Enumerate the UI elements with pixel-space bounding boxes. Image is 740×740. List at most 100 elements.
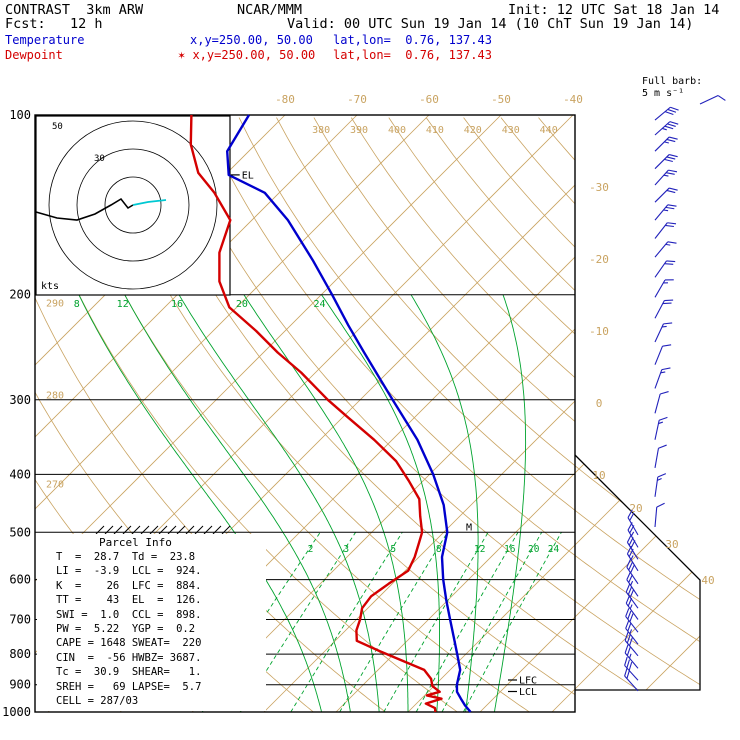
mixing-ratio-line: [441, 532, 543, 712]
barb-full-tick: [660, 391, 669, 395]
barb-half-tick: [665, 243, 671, 246]
barb-full-tick: [667, 204, 677, 207]
barb-half-tick: [628, 653, 632, 659]
mixing-ratio-label: 24: [548, 544, 560, 555]
barb-full-tick: [667, 222, 677, 225]
barb-full-tick: [628, 548, 634, 557]
dry-adiabat-line: [350, 117, 700, 712]
hatch-marks: [95, 525, 231, 535]
pressure-label: 500: [9, 525, 31, 539]
parcel-info-title: Parcel Info: [99, 536, 172, 549]
barb-full-tick: [625, 608, 630, 617]
dry-adiabat-line: [89, 117, 620, 712]
pressure-label: 300: [9, 393, 31, 407]
barb-half-tick: [663, 174, 669, 177]
moist-adiabat-line: [410, 294, 479, 712]
dry-adiabat-left-label: 270: [46, 479, 64, 490]
barb-full-tick: [625, 583, 631, 593]
dewpoint-curve: [189, 114, 443, 713]
wind-barb: [625, 595, 639, 620]
plot-border: [34, 114, 576, 713]
barb-full-tick: [658, 416, 668, 421]
dry-adiabat-line: [35, 117, 474, 712]
hodograph-ring: [104, 176, 162, 234]
barb-legend-sample: [699, 95, 726, 105]
mixing-ratio-label: 12: [474, 544, 485, 555]
hodograph-inset: 30 50 kts: [35, 115, 231, 296]
dry-adiabat-line: [313, 117, 700, 712]
isotherm-right-label: -10: [589, 325, 609, 338]
isotherm-diagonal-label: 40: [701, 574, 714, 587]
parcel-info-row: K = 26 LFC = 884.: [56, 579, 202, 592]
barb-half-tick: [664, 141, 669, 144]
mixing-ratio-label: 20: [528, 544, 540, 555]
barb-half-tick: [660, 371, 666, 374]
wind-barb: [624, 667, 639, 692]
isotherm-top-label: -50: [491, 93, 511, 106]
dry-adiabat-line: [238, 117, 700, 712]
barb-full-tick: [666, 172, 675, 175]
parcel-info-row: TT = 43 EL = 126.: [56, 594, 202, 607]
pressure-label: 900: [9, 678, 31, 692]
barb-full-tick: [626, 534, 632, 543]
wind-barb: [654, 502, 665, 528]
isotherm-diagonal-label: 30: [665, 538, 678, 551]
barb-half-tick: [663, 209, 669, 212]
mixing-ratio-label: 3: [343, 544, 349, 555]
temperature-xy: x,y=250.00, 50.00: [190, 33, 313, 47]
init-time: Init: 12 UTC Sat 18 Jan 14: [508, 2, 720, 18]
center-name: NCAR/MMM: [237, 2, 303, 18]
barb-staff: [654, 448, 660, 468]
barb-full-tick: [626, 571, 632, 580]
parcel-info-row: SREH = 69 LAPSE= 5.7: [56, 680, 202, 693]
barb-full-tick: [664, 299, 674, 302]
wind-barb: [654, 187, 678, 203]
barb-full-tick: [627, 597, 633, 607]
hatch-mark: [149, 525, 159, 535]
barb-half-tick: [629, 629, 633, 634]
wind-barb: [654, 322, 673, 343]
wind-barb: [654, 121, 679, 136]
barb-full-tick: [626, 545, 632, 555]
parcel-info-box: Parcel Info T = 28.7 Td = 23.8 LI = -3.9 …: [37, 534, 266, 711]
dry-adiabat-top-label: 430: [502, 125, 520, 136]
barb-full-tick: [667, 241, 677, 244]
hatch-mark: [140, 525, 150, 535]
hatch-mark: [104, 525, 114, 535]
isotherm-line: [335, 115, 700, 712]
barb-full-tick: [668, 169, 678, 173]
barb-half-tick: [630, 555, 634, 560]
dry-adiabat-top-label: 410: [426, 125, 444, 136]
barb-full-tick: [628, 637, 633, 646]
isotherm-right-label: 10: [592, 469, 605, 482]
mixing-ratio-line: [463, 532, 562, 712]
wind-barb: [654, 136, 678, 152]
dry-adiabat-top-label: 400: [388, 125, 406, 136]
barb-full-tick: [661, 367, 671, 371]
barb-full-tick: [656, 502, 665, 508]
barb-full-tick: [666, 138, 676, 143]
dry-adiabat-left-label: 290: [46, 298, 64, 309]
isotherm-top-label: -60: [419, 93, 439, 106]
hatch-mark: [203, 525, 213, 535]
hatch-mark: [185, 525, 195, 535]
hatch-mark: [95, 525, 105, 535]
isotherm-line: [407, 115, 700, 712]
wind-barb: [654, 344, 672, 365]
wind-barb: [654, 279, 674, 298]
dry-adiabat-line: [425, 117, 700, 712]
dry-adiabat-line: [276, 117, 700, 712]
dry-adiabat-line: [51, 117, 547, 712]
pressure-label: 400: [9, 467, 31, 481]
barb-full-tick: [630, 564, 635, 574]
wind-barb: [624, 644, 639, 669]
annotation-el: EL: [242, 170, 254, 181]
barb-full-tick: [627, 610, 632, 620]
dry-adiabat-top-label: 440: [540, 125, 558, 136]
dry-adiabat-left-label: 280: [46, 391, 64, 402]
barb-full-tick: [628, 561, 633, 571]
wind-barb: [654, 299, 674, 319]
wind-barb: [654, 391, 669, 414]
hatch-mark: [158, 525, 168, 535]
barb-full-tick: [627, 509, 633, 518]
